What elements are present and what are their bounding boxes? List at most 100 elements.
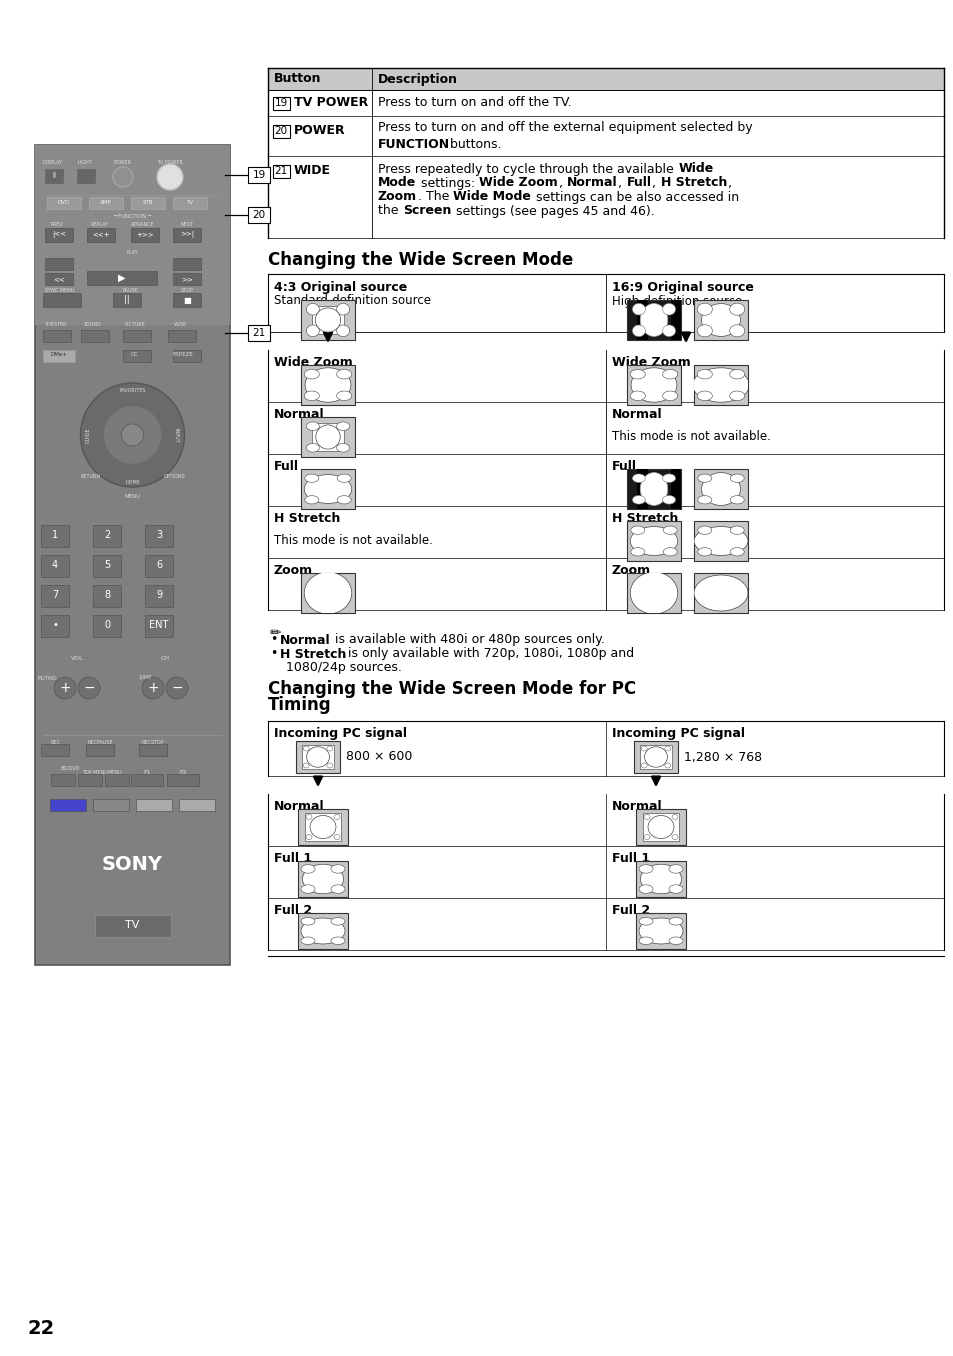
- Ellipse shape: [729, 548, 743, 556]
- Text: ─ FUNCTION ─: ─ FUNCTION ─: [113, 214, 152, 220]
- Ellipse shape: [643, 815, 649, 819]
- Bar: [45, 273, 73, 285]
- Text: Full 1: Full 1: [274, 853, 312, 865]
- Ellipse shape: [142, 677, 164, 698]
- Bar: [45, 170, 63, 183]
- Ellipse shape: [640, 746, 646, 751]
- Ellipse shape: [697, 526, 711, 534]
- Text: GUIDE: GUIDE: [86, 427, 91, 443]
- Text: Description: Description: [377, 72, 457, 85]
- Ellipse shape: [304, 475, 318, 483]
- Ellipse shape: [54, 677, 76, 698]
- Text: ADVANCE: ADVANCE: [131, 222, 154, 228]
- Text: ,: ,: [558, 176, 566, 190]
- Ellipse shape: [336, 443, 349, 452]
- Text: •: •: [270, 648, 277, 660]
- Text: MENU: MENU: [124, 495, 140, 499]
- Text: REPLAY: REPLAY: [91, 222, 109, 228]
- Text: Full: Full: [274, 461, 298, 473]
- Text: RETURN: RETURN: [80, 475, 100, 480]
- Bar: [637, 300, 647, 340]
- Text: +: +: [59, 681, 71, 696]
- Text: CC: CC: [132, 353, 138, 358]
- Text: 3: 3: [155, 530, 162, 540]
- Text: SOUND: SOUND: [84, 323, 102, 328]
- Bar: [273, 165, 290, 178]
- Text: Press to turn on and off the TV.: Press to turn on and off the TV.: [377, 96, 571, 110]
- Text: 19: 19: [253, 170, 265, 180]
- Bar: [92, 555, 121, 578]
- Text: 22: 22: [28, 1318, 55, 1337]
- Text: Full 1: Full 1: [612, 853, 649, 865]
- Text: 20: 20: [253, 210, 265, 220]
- Text: Wide Zoom: Wide Zoom: [612, 357, 690, 369]
- Ellipse shape: [632, 304, 644, 315]
- Ellipse shape: [662, 391, 677, 400]
- Ellipse shape: [639, 885, 652, 894]
- Text: settings can be also accessed in: settings can be also accessed in: [532, 190, 739, 203]
- Text: Button: Button: [274, 72, 321, 85]
- Text: Normal: Normal: [612, 800, 662, 814]
- Text: Incoming PC signal: Incoming PC signal: [274, 728, 407, 740]
- Text: Changing the Wide Screen Mode for PC: Changing the Wide Screen Mode for PC: [268, 679, 636, 698]
- Text: −: −: [171, 681, 183, 696]
- Bar: [305, 814, 340, 841]
- Text: Normal: Normal: [280, 633, 331, 647]
- Text: |<<: |<<: [51, 232, 66, 239]
- Ellipse shape: [121, 424, 143, 446]
- Text: >>|: >>|: [180, 232, 193, 239]
- Ellipse shape: [729, 496, 743, 504]
- Ellipse shape: [304, 391, 319, 400]
- Text: ENT: ENT: [150, 620, 169, 631]
- Ellipse shape: [327, 746, 333, 751]
- Bar: [78, 774, 102, 786]
- Bar: [87, 271, 157, 285]
- Ellipse shape: [729, 526, 743, 534]
- Ellipse shape: [639, 918, 652, 925]
- Text: Press repeatedly to cycle through the available: Press repeatedly to cycle through the av…: [377, 163, 677, 175]
- Ellipse shape: [336, 422, 349, 430]
- Ellipse shape: [662, 526, 677, 534]
- Bar: [145, 584, 172, 607]
- Text: Normal: Normal: [612, 408, 662, 422]
- Ellipse shape: [306, 422, 319, 430]
- Ellipse shape: [647, 815, 673, 838]
- Bar: [639, 744, 671, 769]
- Text: ,: ,: [652, 176, 659, 190]
- Ellipse shape: [157, 164, 183, 190]
- Ellipse shape: [112, 167, 132, 187]
- Text: 0: 0: [104, 620, 110, 631]
- Text: AMP: AMP: [100, 201, 112, 206]
- Text: TV: TV: [186, 201, 193, 206]
- Ellipse shape: [630, 369, 644, 378]
- Bar: [297, 913, 348, 949]
- Text: 1080/24p sources.: 1080/24p sources.: [286, 660, 401, 674]
- Bar: [670, 469, 680, 508]
- Ellipse shape: [671, 834, 678, 839]
- Ellipse shape: [700, 304, 740, 336]
- Text: H Stretch: H Stretch: [660, 176, 726, 190]
- Text: ✏: ✏: [270, 626, 281, 640]
- Text: PREV: PREV: [51, 222, 63, 228]
- Ellipse shape: [336, 496, 351, 504]
- Text: INPUT: INPUT: [173, 427, 179, 442]
- Text: <<+: <<+: [92, 232, 110, 239]
- Text: MENU: MENU: [108, 769, 122, 774]
- Bar: [168, 330, 195, 342]
- Text: FUNCTION: FUNCTION: [377, 137, 450, 151]
- Bar: [248, 167, 270, 183]
- Bar: [636, 913, 685, 949]
- Text: Full: Full: [626, 176, 651, 190]
- Ellipse shape: [662, 325, 675, 336]
- Bar: [172, 273, 201, 285]
- Text: WIDE: WIDE: [294, 164, 331, 178]
- Text: >>: >>: [181, 277, 193, 282]
- Bar: [41, 525, 69, 546]
- Bar: [41, 584, 69, 607]
- Ellipse shape: [303, 763, 309, 767]
- Ellipse shape: [693, 575, 747, 612]
- Ellipse shape: [306, 815, 312, 819]
- Text: VOL: VOL: [71, 656, 83, 662]
- Ellipse shape: [729, 369, 744, 378]
- Ellipse shape: [662, 304, 675, 315]
